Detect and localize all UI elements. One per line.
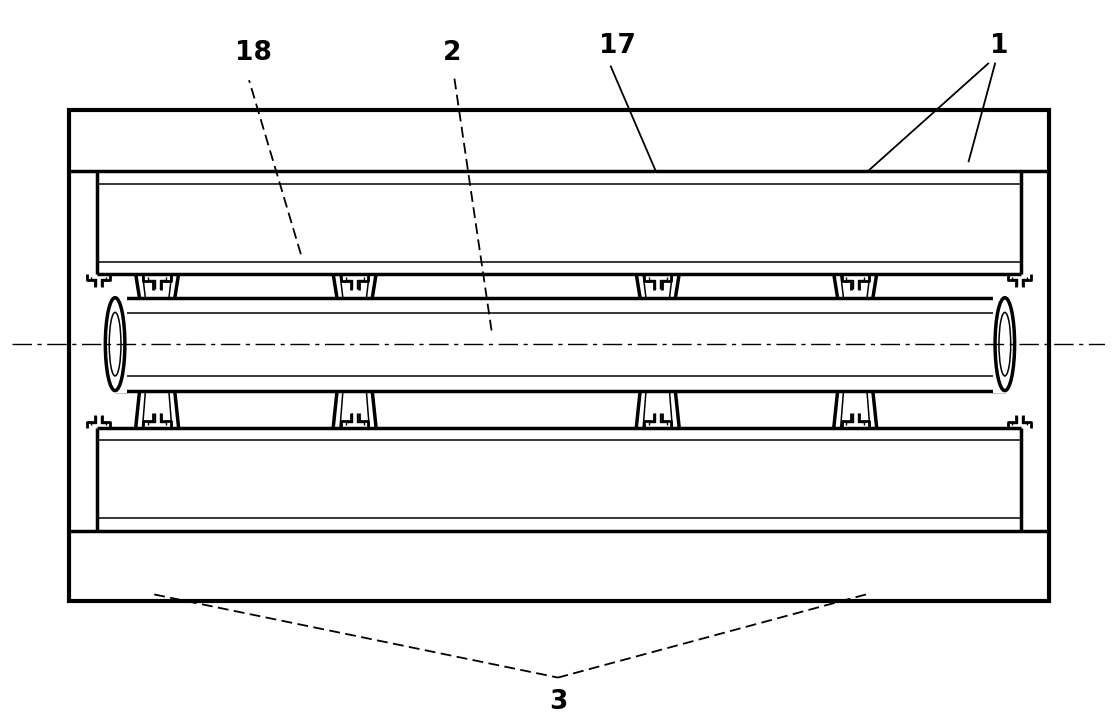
Bar	[104, 297, 127, 393]
Text: 18: 18	[236, 40, 273, 67]
Bar	[993, 297, 1016, 393]
Ellipse shape	[999, 312, 1011, 376]
Ellipse shape	[105, 298, 125, 391]
Text: 17: 17	[599, 32, 636, 59]
Text: 2: 2	[442, 40, 461, 67]
Bar	[69, 111, 1049, 601]
Bar	[69, 111, 1049, 601]
Ellipse shape	[995, 298, 1014, 391]
Ellipse shape	[109, 312, 121, 376]
Text: 1: 1	[990, 32, 1009, 59]
Text: 3: 3	[548, 689, 567, 715]
